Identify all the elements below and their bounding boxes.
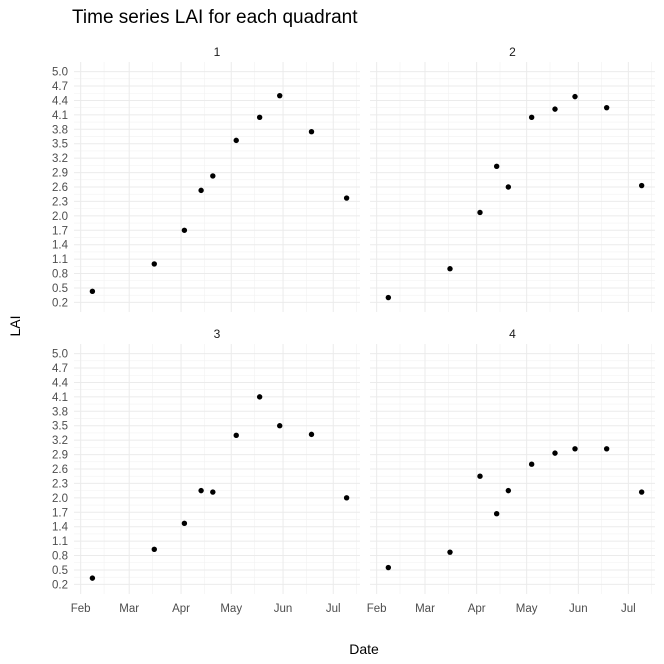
x-tick-label: Mar <box>415 603 435 615</box>
data-point <box>151 546 157 552</box>
data-point <box>233 432 239 439</box>
y-tick-label: 4.7 <box>52 81 68 93</box>
data-point <box>572 93 578 100</box>
data-point <box>493 163 500 170</box>
data-point <box>198 187 204 194</box>
y-tick-label: 4.1 <box>52 392 68 404</box>
panel-2: 2 <box>370 45 655 312</box>
data-point <box>210 489 216 495</box>
y-tick-label: 2.6 <box>52 182 68 194</box>
data-point <box>233 137 239 144</box>
y-tick-label: 2.6 <box>52 464 68 476</box>
y-tick-label: 0.2 <box>52 297 68 309</box>
data-point <box>277 423 283 429</box>
y-tick-label: 3.2 <box>52 435 68 447</box>
data-point <box>256 114 263 120</box>
x-tick-label: May <box>516 603 538 615</box>
x-tick-label: May <box>220 603 242 615</box>
data-point <box>447 549 453 555</box>
y-tick-label: 0.2 <box>52 579 68 591</box>
y-tick-label: 0.5 <box>52 283 68 295</box>
x-tick-label: Apr <box>172 603 190 615</box>
y-tick-label: 3.2 <box>52 153 68 165</box>
x-tick-label: Feb <box>367 603 387 615</box>
data-point <box>505 184 512 190</box>
y-tick-label: 4.1 <box>52 110 68 122</box>
y-tick-label: 4.7 <box>52 363 68 375</box>
data-point <box>447 266 453 272</box>
data-point <box>256 394 263 400</box>
y-tick-label: 2.9 <box>52 450 68 462</box>
data-point <box>89 288 96 295</box>
panel-label: 4 <box>509 327 516 341</box>
data-point <box>477 209 483 216</box>
panel-3: 3 0.2 0.5 0.8 1.1 1.4 1.7 2.0 2.3 2.6 2.9 3.2 3.5 3.8… <box>52 327 360 615</box>
data-point <box>638 489 645 495</box>
x-tick-label: Feb <box>71 603 91 615</box>
data-point <box>603 446 610 452</box>
data-point <box>89 575 96 581</box>
data-point <box>198 487 204 494</box>
data-point <box>477 473 483 479</box>
y-tick-label: 1.4 <box>52 522 69 534</box>
data-point <box>308 431 315 438</box>
panel-label: 1 <box>214 45 221 59</box>
data-point <box>552 106 558 112</box>
x-tick-label: Jun <box>569 603 588 615</box>
y-tick-label: 3.5 <box>52 421 68 433</box>
y-axis-title: LAI <box>7 315 23 336</box>
panel-4: 4 Feb Mar Apr May Jun Jul <box>367 327 655 615</box>
panel-label: 3 <box>214 327 221 341</box>
y-tick-label: 0.5 <box>52 565 68 577</box>
y-tick-label: 4.4 <box>52 377 69 389</box>
y-tick-label: 2.3 <box>52 478 68 490</box>
x-tick-label: Jun <box>274 603 293 615</box>
y-tick-label: 1.4 <box>52 240 69 252</box>
y-tick-label: 5.0 <box>52 349 68 361</box>
y-tick-label: 2.9 <box>52 168 68 180</box>
y-tick-label: 3.8 <box>52 124 68 136</box>
data-point <box>151 261 157 267</box>
data-point <box>528 461 535 467</box>
x-tick-label: Jul <box>326 603 341 615</box>
data-point <box>210 173 216 179</box>
y-tick-label: 0.8 <box>52 551 68 563</box>
data-point <box>181 520 188 527</box>
data-point <box>493 511 500 517</box>
data-point <box>343 195 350 201</box>
y-tick-label: 2.3 <box>52 196 68 208</box>
x-tick-label: Apr <box>468 603 486 615</box>
y-tick-label: 1.1 <box>52 536 68 548</box>
x-tick-label: Mar <box>119 603 139 615</box>
y-tick-label: 4.4 <box>52 95 69 107</box>
panel-1: 1 0.2 0.5 0.8 1.1 1.4 1.7 2.0 2.3 2.6 2.9 3.2 3.5 3.8… <box>52 45 360 312</box>
data-point <box>181 227 188 233</box>
data-point <box>603 104 610 111</box>
data-point <box>308 129 315 135</box>
y-tick-label: 2.0 <box>52 493 68 505</box>
y-tick-label: 3.5 <box>52 139 68 151</box>
y-tick-label: 1.1 <box>52 254 68 266</box>
data-point <box>385 294 392 301</box>
data-point <box>572 446 578 452</box>
data-point <box>277 92 283 99</box>
y-tick-label: 0.8 <box>52 269 68 281</box>
data-point <box>552 450 558 456</box>
data-point <box>385 564 392 571</box>
y-tick-label: 5.0 <box>52 67 68 79</box>
data-point <box>528 114 535 120</box>
y-tick-label: 1.7 <box>52 507 68 519</box>
y-tick-label: 1.7 <box>52 225 68 237</box>
x-axis-title: Date <box>349 641 379 657</box>
chart-title: Time series LAI for each quadrant <box>72 7 358 28</box>
data-point <box>505 487 512 494</box>
panel-label: 2 <box>509 45 516 59</box>
y-tick-label: 3.8 <box>52 406 68 418</box>
x-tick-label: Jul <box>621 603 636 615</box>
y-tick-label: 2.0 <box>52 211 68 223</box>
data-point <box>638 182 645 189</box>
panels: 1 0.2 0.5 0.8 1.1 1.4 1.7 2.0 2.3 2.6 2.9 3.2 3.5 3.8… <box>52 45 655 615</box>
data-point <box>343 495 350 501</box>
